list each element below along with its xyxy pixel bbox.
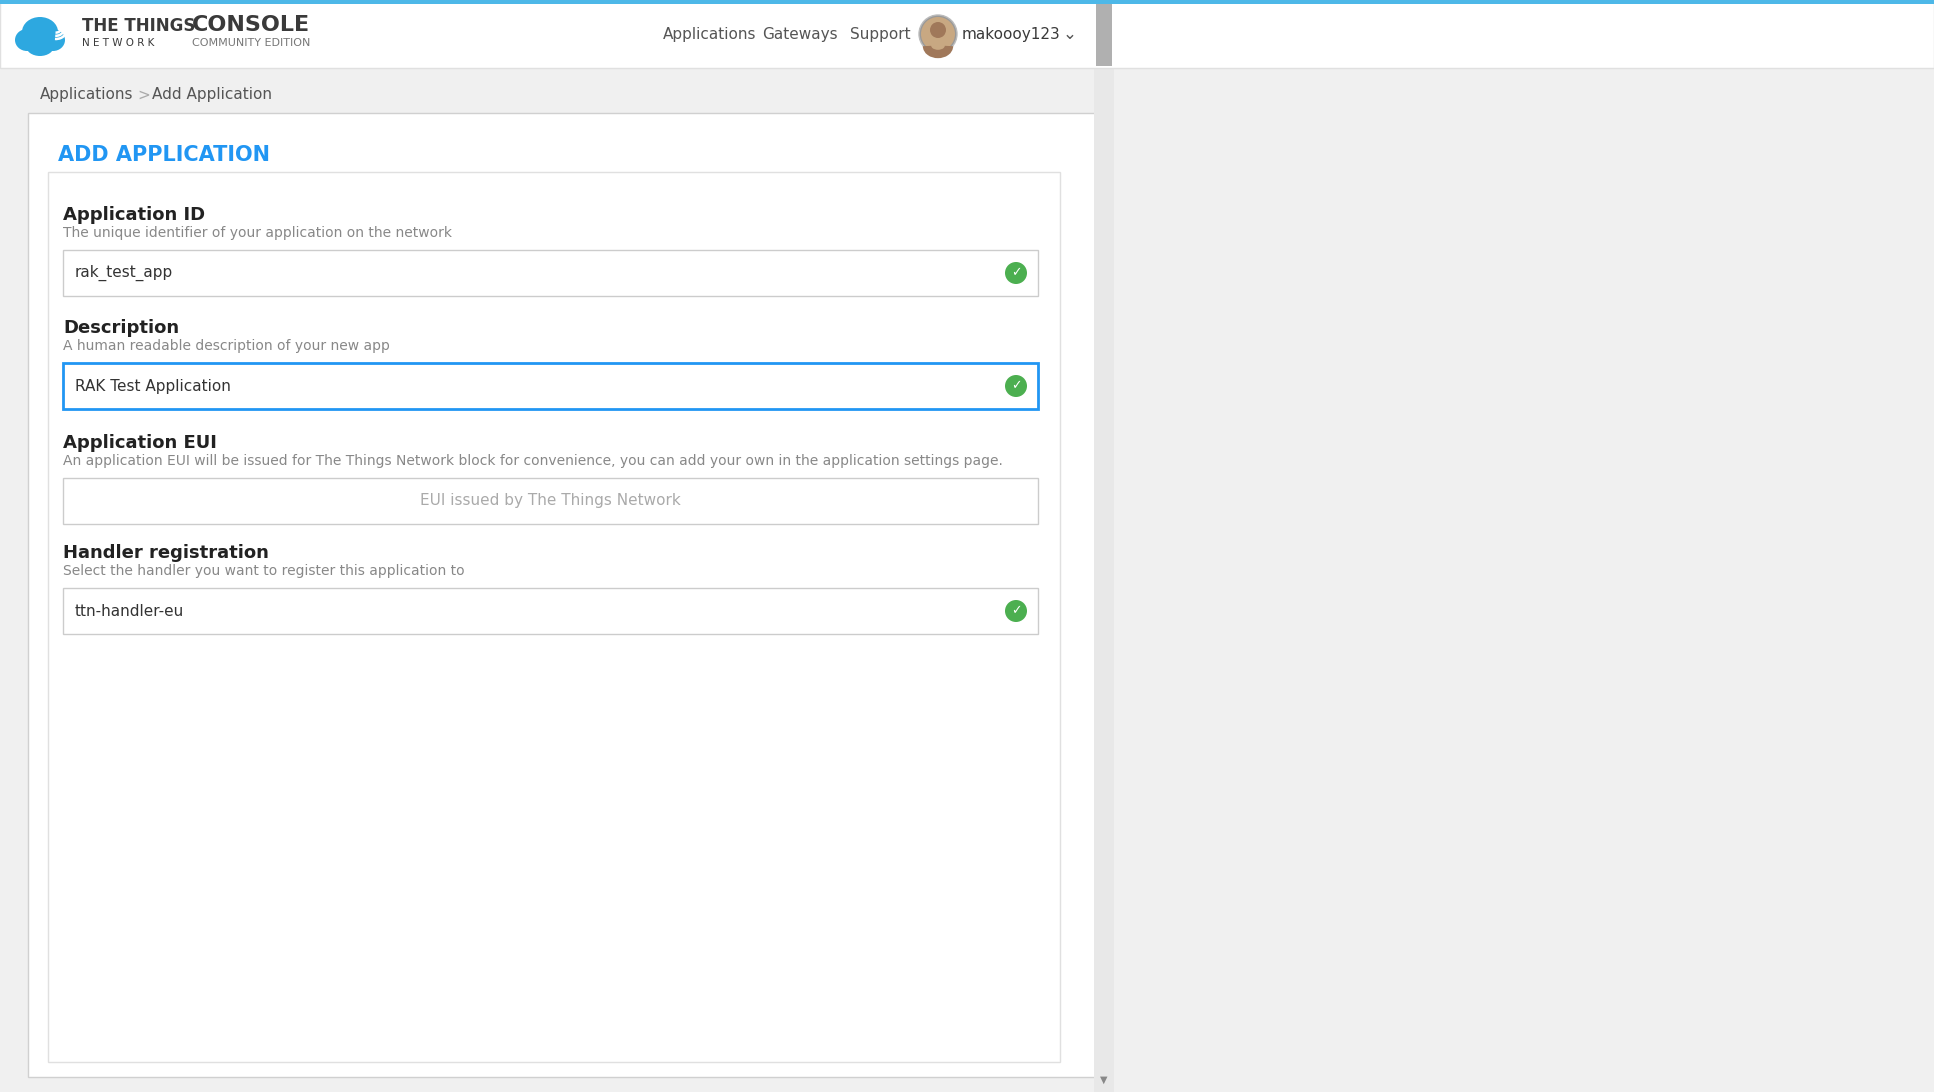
- Text: THE THINGS: THE THINGS: [81, 17, 195, 35]
- Text: Support: Support: [849, 26, 911, 41]
- Bar: [64, 363, 1039, 410]
- Text: >: >: [137, 87, 149, 103]
- Text: Handler registration: Handler registration: [64, 544, 269, 562]
- Text: Applications: Applications: [41, 87, 133, 103]
- Bar: [64, 478, 1039, 524]
- Text: Select the handler you want to register this application to: Select the handler you want to register …: [64, 563, 464, 578]
- Circle shape: [1006, 262, 1027, 284]
- Text: CONSOLE: CONSOLE: [191, 15, 309, 35]
- Text: rak_test_app: rak_test_app: [75, 265, 174, 281]
- Text: ⌄: ⌄: [1064, 25, 1077, 43]
- Circle shape: [921, 17, 955, 51]
- Text: ✓: ✓: [1011, 380, 1021, 392]
- Circle shape: [930, 22, 946, 38]
- Text: ✓: ✓: [1011, 266, 1021, 280]
- Text: RAK Test Application: RAK Test Application: [75, 379, 230, 393]
- Text: Add Application: Add Application: [153, 87, 273, 103]
- Ellipse shape: [21, 17, 58, 47]
- Text: Gateways: Gateways: [762, 26, 837, 41]
- Bar: [1097, 4, 1112, 66]
- Text: COMMUNITY EDITION: COMMUNITY EDITION: [191, 38, 309, 48]
- Bar: [0, 0, 1934, 4]
- Text: EUI issued by The Things Network: EUI issued by The Things Network: [420, 494, 681, 509]
- Circle shape: [1006, 600, 1027, 622]
- Text: ADD APPLICATION: ADD APPLICATION: [58, 145, 271, 165]
- Text: An application EUI will be issued for The Things Network block for convenience, : An application EUI will be issued for Th…: [64, 454, 1004, 468]
- Circle shape: [919, 15, 957, 54]
- Ellipse shape: [15, 29, 39, 51]
- Circle shape: [1006, 375, 1027, 397]
- Bar: [1095, 0, 1114, 1092]
- Text: N E T W O R K: N E T W O R K: [81, 38, 155, 48]
- Text: Description: Description: [64, 319, 180, 337]
- Bar: [0, 0, 1934, 68]
- Text: ttn-handler-eu: ttn-handler-eu: [75, 604, 184, 618]
- Bar: [64, 587, 1039, 634]
- Bar: [64, 250, 1039, 296]
- Bar: [48, 173, 1060, 1063]
- Bar: [27, 112, 1097, 1077]
- Ellipse shape: [25, 36, 54, 56]
- Text: Application ID: Application ID: [64, 206, 205, 224]
- Text: A human readable description of your new app: A human readable description of your new…: [64, 339, 391, 353]
- Text: Applications: Applications: [663, 26, 756, 41]
- Text: ▼: ▼: [1100, 1075, 1108, 1085]
- Text: makoooy123: makoooy123: [961, 26, 1060, 41]
- Text: The unique identifier of your application on the network: The unique identifier of your applicatio…: [64, 226, 453, 240]
- Ellipse shape: [41, 29, 66, 51]
- Text: ✓: ✓: [1011, 605, 1021, 617]
- Text: Application EUI: Application EUI: [64, 434, 217, 452]
